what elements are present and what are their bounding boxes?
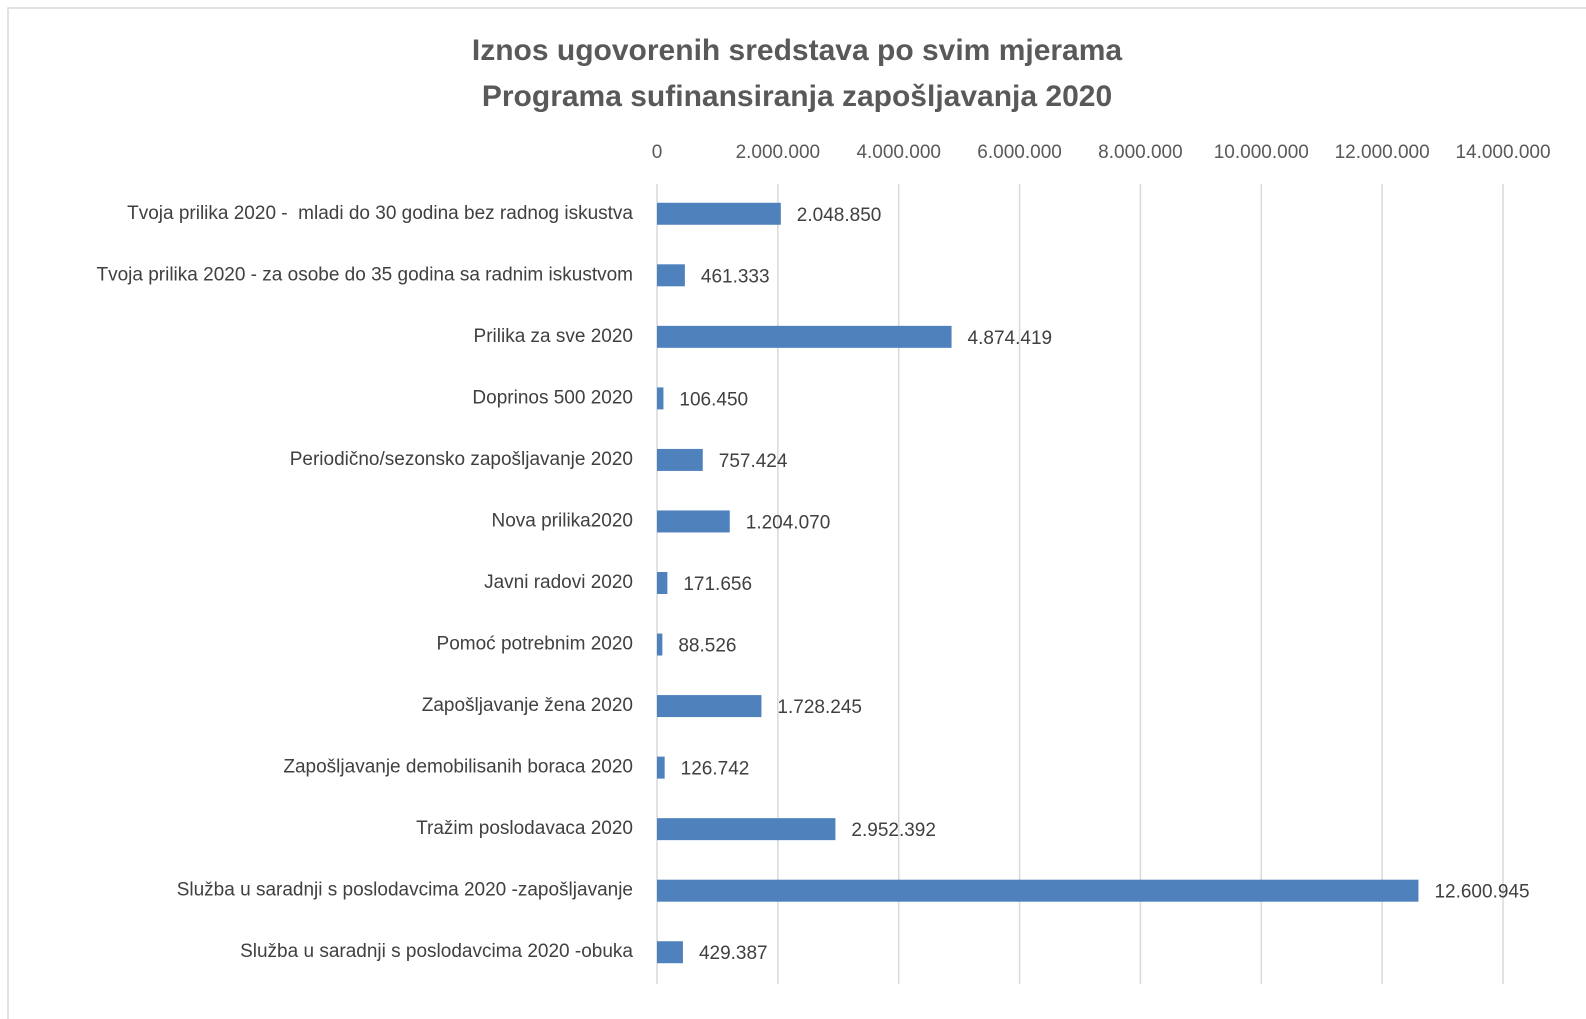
value-label: 4.874.419 [968,328,1053,349]
bar [657,202,781,225]
x-tick-label: 0 [652,142,663,163]
value-label: 106.450 [679,389,748,410]
y-tick-label: Tvoja prilika 2020 - za osobe do 35 godi… [96,264,633,285]
y-tick-label: Doprinos 500 2020 [472,387,633,408]
chart-title: Iznos ugovorenih sredstava po svim mjera… [472,34,1123,67]
x-tick-label: 12.000.000 [1335,142,1430,163]
chart-title: Programa sufinansiranja zapošljavanja 20… [482,80,1112,113]
y-tick-label: Zapošljavanje žena 2020 [422,695,633,716]
x-tick-label: 10.000.000 [1214,142,1309,163]
bar [657,818,836,841]
x-tick-label: 14.000.000 [1455,142,1550,163]
value-label: 1.204.070 [746,512,831,533]
value-label: 171.656 [683,574,752,595]
y-tick-label: Pomoć potrebnim 2020 [437,634,633,655]
bar [657,510,730,533]
value-label: 126.742 [681,759,750,780]
chart-border [7,7,1586,1019]
value-label: 1.728.245 [777,697,862,718]
bar [657,941,683,964]
x-tick-label: 4.000.000 [856,142,941,163]
y-tick-label: Zapošljavanje demobilisanih boraca 2020 [283,757,633,778]
bar [657,264,685,287]
y-tick-label: Javni radovi 2020 [484,572,633,593]
bar [657,448,703,471]
y-tick-label: Tvoja prilika 2020 - mladi do 30 godina … [127,203,633,224]
x-tick-label: 2.000.000 [736,142,821,163]
value-label: 429.387 [699,943,768,964]
y-tick-label: Služba u saradnji s poslodavcima 2020 -z… [177,880,633,901]
y-tick-label: Periodično/sezonsko zapošljavanje 2020 [290,449,633,470]
value-label: 757.424 [719,451,788,472]
bar [657,879,1419,902]
bar [657,633,663,656]
y-tick-label: Prilika za sve 2020 [474,326,633,347]
y-tick-label: Služba u saradnji s poslodavcima 2020 -o… [240,941,633,962]
value-label: 88.526 [678,636,736,657]
bar [657,387,664,410]
y-tick-label: Nova prilika2020 [491,510,633,531]
x-tick-label: 6.000.000 [977,142,1062,163]
value-label: 2.048.850 [797,205,882,226]
bar [657,695,762,718]
value-label: 461.333 [701,266,770,287]
bar [657,756,665,779]
y-tick-label: Tražim poslodavaca 2020 [416,818,633,839]
bar [657,572,668,594]
value-label: 12.600.945 [1434,882,1529,903]
bar [657,325,952,348]
value-label: 2.952.392 [851,820,936,841]
x-tick-label: 8.000.000 [1098,142,1183,163]
